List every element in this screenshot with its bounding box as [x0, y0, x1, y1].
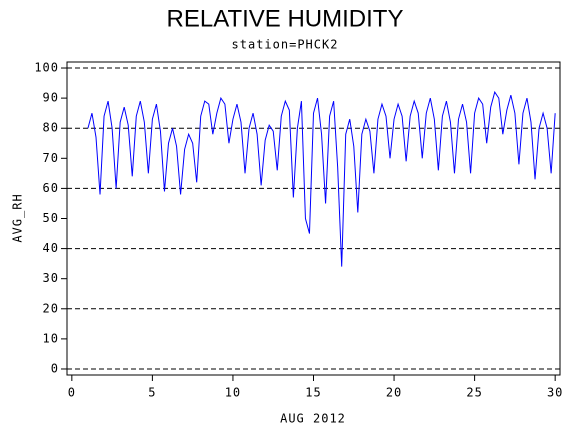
x-tick-label: 20 [386, 386, 402, 400]
y-tick-label: 70 [43, 151, 59, 165]
data-line [87, 90, 556, 267]
y-tick-label: 0 [51, 361, 59, 375]
x-tick-label: 5 [148, 386, 156, 400]
y-tick-label: 50 [43, 211, 59, 225]
y-tick-label: 20 [43, 301, 59, 315]
x-tick-label: 30 [547, 386, 563, 400]
x-axis-label: AUG 2012 [280, 412, 346, 426]
x-tick-label: 0 [68, 386, 76, 400]
x-tick-label: 25 [466, 386, 482, 400]
chart-subtitle: station=PHCK2 [232, 38, 339, 52]
x-tick-label: 10 [225, 386, 241, 400]
y-tick-label: 10 [43, 331, 59, 345]
y-tick-label: 30 [43, 271, 59, 285]
y-tick-label: 40 [43, 241, 59, 255]
y-tick-label: 80 [43, 121, 59, 135]
y-tick-label: 90 [43, 91, 59, 105]
y-tick-label: 60 [43, 181, 59, 195]
plot-frame [66, 61, 561, 376]
x-tick-label: 15 [305, 386, 321, 400]
chart-title: RELATIVE HUMIDITY [167, 5, 404, 32]
y-axis-label: AVG_RH [11, 193, 25, 242]
y-tick-label: 100 [34, 61, 59, 75]
